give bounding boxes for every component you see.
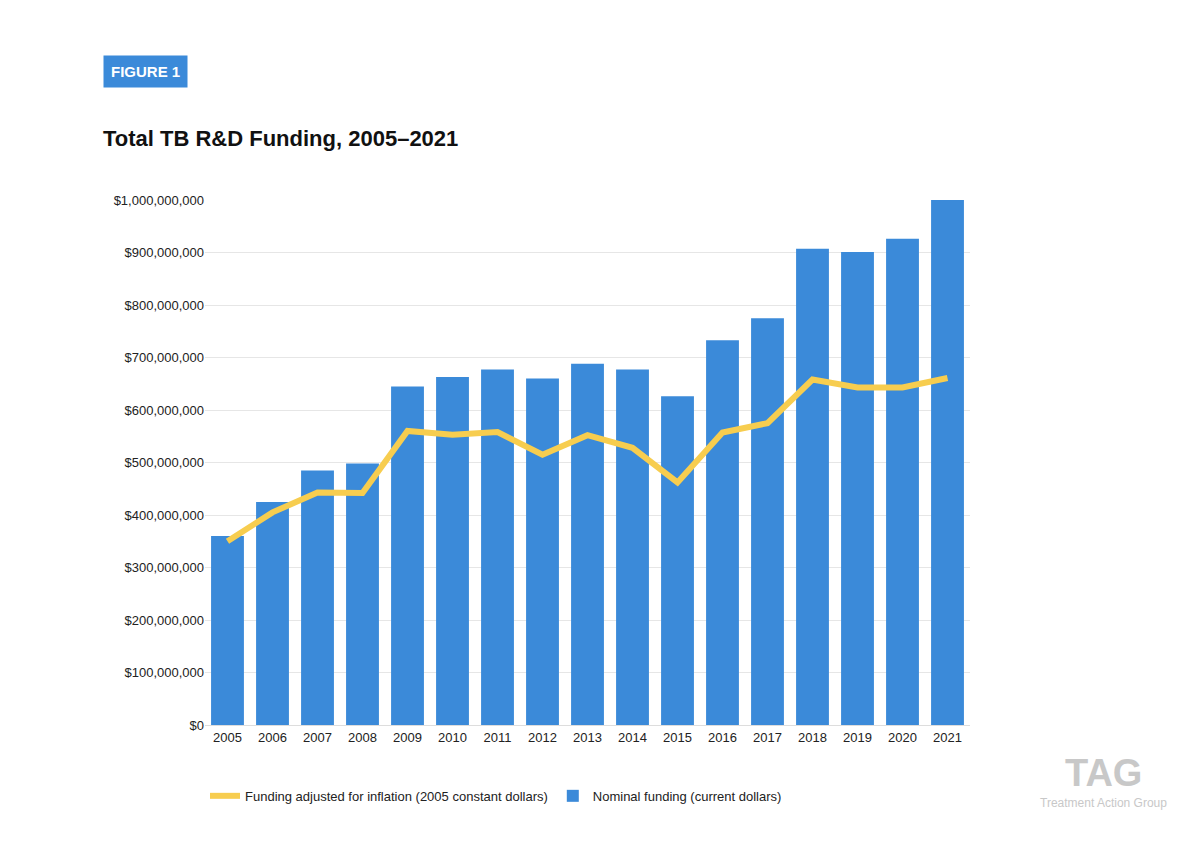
svg-text:2011: 2011 [484, 730, 512, 745]
svg-text:2010: 2010 [438, 730, 467, 745]
svg-text:$0: $0 [190, 718, 204, 733]
svg-text:2019: 2019 [843, 730, 872, 745]
svg-text:2007: 2007 [303, 730, 332, 745]
svg-text:2016: 2016 [708, 730, 737, 745]
svg-text:$300,000,000: $300,000,000 [124, 560, 204, 575]
svg-text:2014: 2014 [618, 730, 647, 745]
svg-text:$1,000,000,000: $1,000,000,000 [114, 193, 204, 208]
svg-text:2015: 2015 [663, 730, 692, 745]
svg-text:FIGURE 1: FIGURE 1 [111, 63, 180, 80]
svg-text:$800,000,000: $800,000,000 [124, 298, 204, 313]
svg-text:$100,000,000: $100,000,000 [124, 665, 204, 680]
svg-text:Treatment Action Group: Treatment Action Group [1040, 796, 1167, 810]
svg-text:2013: 2013 [573, 730, 602, 745]
svg-text:2008: 2008 [348, 730, 377, 745]
svg-text:$400,000,000: $400,000,000 [124, 508, 204, 523]
svg-text:$700,000,000: $700,000,000 [124, 350, 204, 365]
svg-text:2017: 2017 [753, 730, 782, 745]
svg-text:2020: 2020 [888, 730, 917, 745]
svg-text:$200,000,000: $200,000,000 [124, 613, 204, 628]
svg-text:2021: 2021 [933, 730, 962, 745]
svg-text:Total TB R&D Funding, 2005–202: Total TB R&D Funding, 2005–2021 [103, 126, 458, 151]
svg-text:2018: 2018 [798, 730, 827, 745]
svg-text:2006: 2006 [258, 730, 287, 745]
svg-text:Nominal funding (current dolla: Nominal funding (current dollars) [593, 789, 782, 804]
svg-text:$900,000,000: $900,000,000 [124, 245, 204, 260]
svg-text:$600,000,000: $600,000,000 [124, 403, 204, 418]
svg-text:TAG: TAG [1065, 752, 1142, 794]
svg-text:2009: 2009 [393, 730, 422, 745]
svg-text:Funding adjusted for inflation: Funding adjusted for inflation (2005 con… [245, 789, 548, 804]
svg-text:2005: 2005 [213, 730, 242, 745]
svg-text:2012: 2012 [528, 730, 557, 745]
svg-text:$500,000,000: $500,000,000 [124, 455, 204, 470]
